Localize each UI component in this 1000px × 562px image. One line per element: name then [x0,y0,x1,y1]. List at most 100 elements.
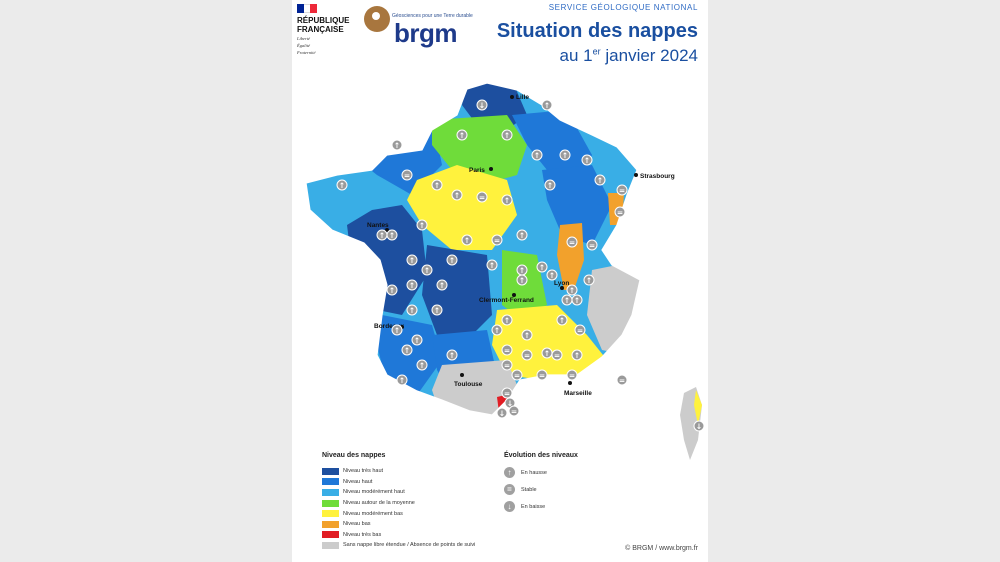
arrow-up-icon [536,261,548,273]
trend-markers: ↓ ↑↑ ↑↑ ↑↑↑=↑ ↑↑ = ↑↑↑=== =↑ ↑↑↑ =↑↑↑↑↑↑ ↑↑↑ ↑↑↑↑↑↑… [336,99,705,432]
equals-icon [551,349,563,361]
equals-icon [521,349,533,361]
motto-egalite: Égalité [297,43,310,48]
arrow-down-icon [476,99,488,111]
arrow-down-icon [693,420,705,432]
arrow-up-icon-glyph: ↑ [439,281,445,290]
arrow-up-icon-glyph: ↑ [404,346,410,355]
arrow-up-icon [446,254,458,266]
equals-icon-glyph: = [514,371,520,380]
legend-swatch [322,488,339,496]
arrow-up-icon-glyph: ↑ [586,276,592,285]
motto-fraternite: Fraternité [297,50,316,55]
equals-icon [501,387,513,399]
arrow-up-icon-glyph: ↑ [519,266,525,275]
city-dot-nantes [385,228,389,232]
arrow-up-icon-glyph: ↑ [574,296,580,305]
city-dot-marseille [568,381,572,385]
equals-icon-glyph: = [619,186,625,195]
arrow-up-icon-glyph: ↑ [504,316,510,325]
equals-icon [501,344,513,356]
arrow-up-icon-glyph: ↑ [569,286,575,295]
arrow-up-icon-glyph: ↑ [504,131,510,140]
equals-icon-glyph: = [589,241,595,250]
equals-icon [566,369,578,381]
city-label-paris: Paris [469,167,485,174]
arrow-up-icon-glyph: ↑ [544,349,550,358]
equals-icon [536,369,548,381]
legend-swatch [322,510,339,518]
arrow-up-icon [436,279,448,291]
arrow-up-icon-glyph: ↑ [584,156,590,165]
arrow-up-icon [401,344,413,356]
equals-icon-glyph: = [511,407,517,416]
arrow-up-icon [521,329,533,341]
arrow-up-icon [491,324,503,336]
equals-icon-glyph: = [494,236,500,245]
arrow-up-icon [541,99,553,111]
legend-swatch [322,499,339,507]
arrow-up-icon-glyph: ↑ [389,286,395,295]
arrow-up-icon-glyph: ↑ [524,331,530,340]
arrow-up-icon-glyph: ↑ [419,221,425,230]
city-label-marseille: Marseille [564,390,592,397]
legend-swatch [322,541,339,549]
legend-item-sans-nappe: Sans nappe libre étendue / Absence de po… [322,540,475,551]
legend-swatch [322,520,339,528]
city-label-bordeaux: Bordeaux [374,323,404,330]
arrow-up-icon [431,304,443,316]
arrow-up-icon-glyph: ↑ [464,236,470,245]
arrow-up-icon [411,334,423,346]
equals-icon [491,234,503,246]
poster: RÉPUBLIQUE FRANÇAISE Liberté Égalité Fra… [292,0,708,562]
arrow-up-icon [501,314,513,326]
arrow-up-icon [583,274,595,286]
equals-icon-glyph: = [404,171,410,180]
arrow-up-icon-glyph: ↑ [597,176,603,185]
legend-item-moderement-bas: Niveau modérément bas [322,508,475,519]
equals-icon-glyph: = [569,371,575,380]
map-regions [306,83,640,415]
equals-icon-glyph: = [617,208,623,217]
arrow-up-icon [446,349,458,361]
equals-icon [476,191,488,203]
arrow-up-icon [406,254,418,266]
arrow-up-icon [544,179,556,191]
arrow-up-icon [386,284,398,296]
corsica-east-coast [694,390,702,425]
page-subtitle: au 1er janvier 2024 [559,46,698,65]
france-outline [305,82,641,416]
arrow-up-icon [556,314,568,326]
arrow-down-icon: ↓ [504,501,515,512]
evolution-item-baisse: ↓ En baisse [504,498,547,515]
arrow-up-icon [451,189,463,201]
region-bas-saone [557,223,584,290]
equals-icon [574,324,586,336]
region-auvergne-est [502,250,547,320]
arrow-up-icon: ↑ [504,467,515,478]
arrow-up-icon [391,324,403,336]
equals-icon [508,405,520,417]
equals-icon [614,206,626,218]
city-dot-paris [489,167,493,171]
city-label-nantes: Nantes [367,222,389,229]
equals-icon-glyph: = [504,346,510,355]
city-label-lille: Lille [516,94,529,101]
legend-swatch [322,531,339,539]
arrow-up-icon [571,349,583,361]
arrow-up-icon-glyph: ↑ [547,181,553,190]
equals-icon [586,239,598,251]
city-markers: Lille Paris Strasbourg Nantes Lyon Clerm… [367,94,675,397]
arrow-up-icon-glyph: ↑ [504,196,510,205]
legend-title: Niveau des nappes [322,452,386,459]
arrow-down-icon-glyph: ↓ [696,422,702,431]
region-aquitaine [377,315,442,395]
arrow-up-icon [501,194,513,206]
brgm-logo: Géosciences pour une Terre durable brgm [364,6,504,51]
brgm-wordmark: brgm [394,18,458,48]
arrow-up-icon-glyph: ↑ [489,261,495,270]
arrow-up-icon-glyph: ↑ [519,231,525,240]
arrow-down-icon-glyph: ↓ [479,101,485,110]
arrow-up-icon-glyph: ↑ [459,131,465,140]
arrow-up-icon-glyph: ↑ [454,191,460,200]
